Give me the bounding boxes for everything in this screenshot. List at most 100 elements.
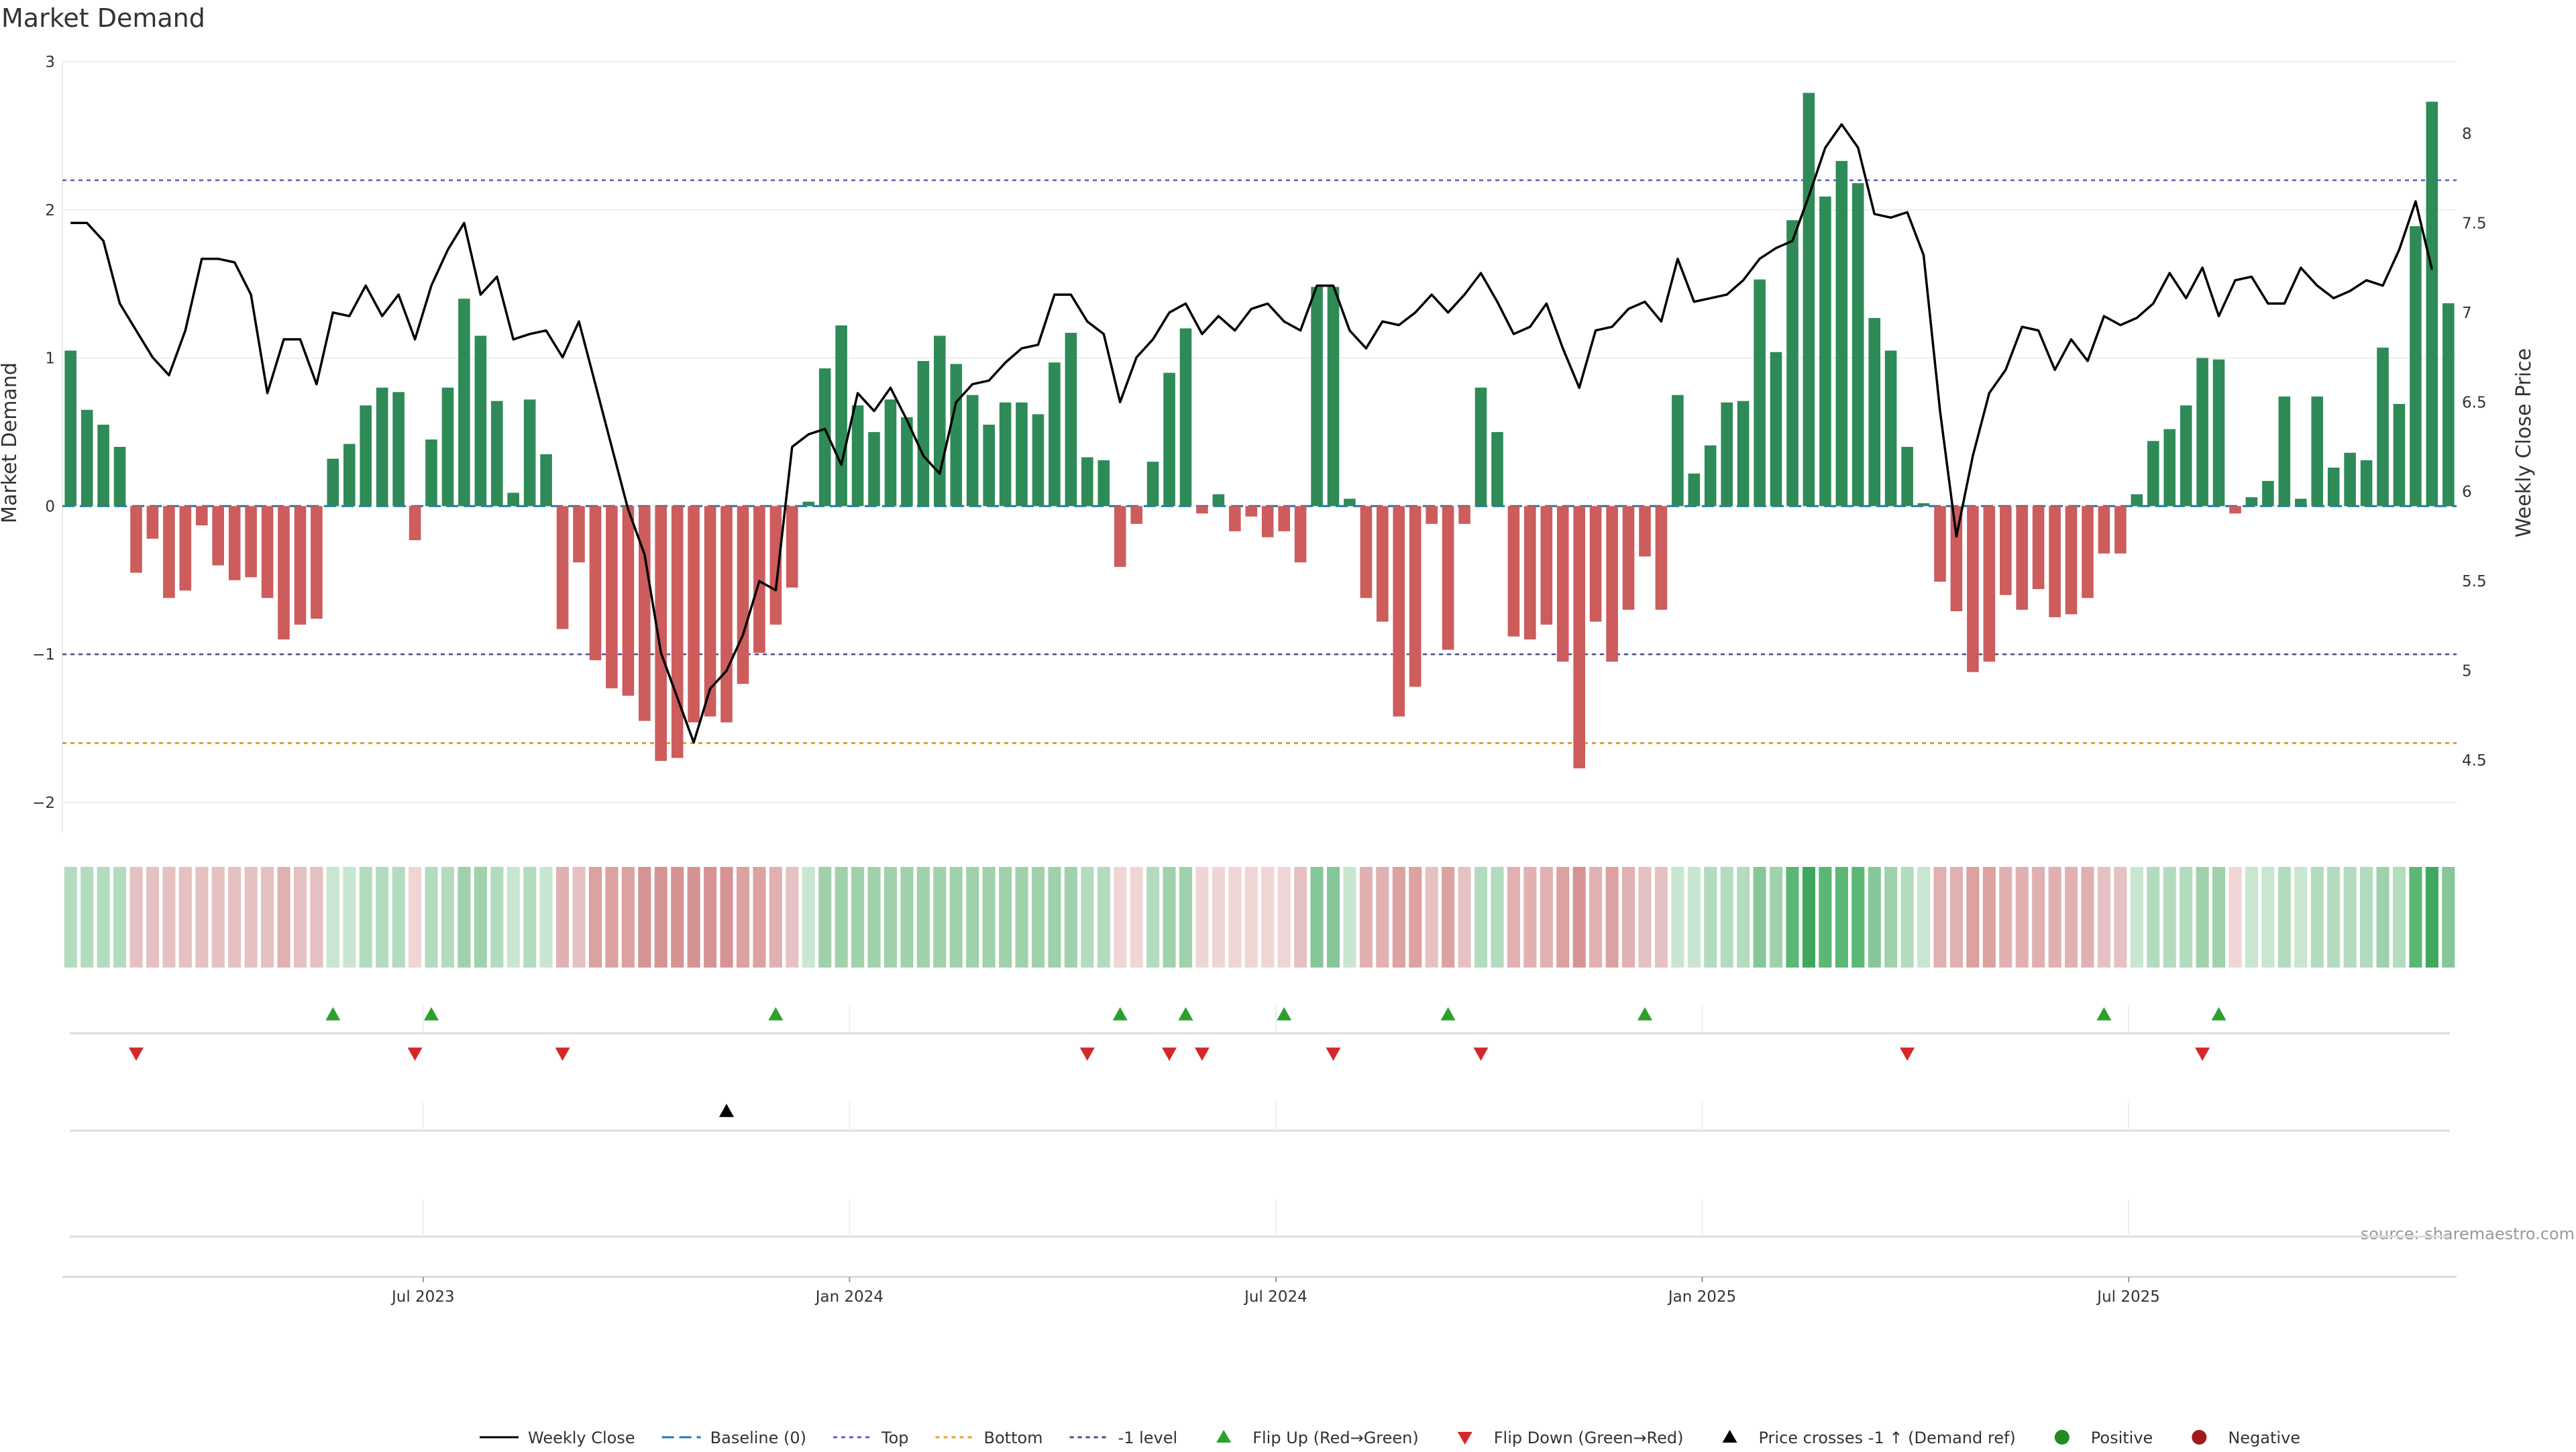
negative-demand-bar: [1983, 506, 1996, 662]
intensity-cell: [1966, 867, 1980, 968]
intensity-cell: [818, 867, 832, 968]
demand-bars: [64, 93, 2455, 769]
negative-demand-bar: [179, 506, 192, 591]
intensity-cell: [1835, 867, 1848, 968]
price-cross-marker: [719, 1104, 735, 1117]
flip-up-marker: [1440, 1007, 1456, 1021]
negative-demand-bar: [2049, 506, 2061, 617]
intensity-cell: [1868, 867, 1881, 968]
intensity-cell: [359, 867, 372, 968]
intensity-cell: [2081, 867, 2094, 968]
intensity-cell: [2442, 867, 2455, 968]
positive-demand-bar: [2245, 497, 2258, 507]
negative-demand-bar: [1606, 506, 1618, 662]
intensity-cell: [1228, 867, 1242, 968]
intensity-cell: [1179, 867, 1193, 968]
positive-demand-bar: [491, 401, 503, 507]
positive-demand-bar: [2393, 404, 2406, 507]
flip-down-marker: [1079, 1047, 1095, 1061]
intensity-cell: [277, 867, 290, 968]
intensity-cell: [2327, 867, 2341, 968]
intensity-cell: [228, 867, 241, 968]
intensity-cell: [1294, 867, 1307, 968]
intensity-cell: [2360, 867, 2373, 968]
negative-demand-bar: [589, 506, 602, 660]
positive-demand-bar: [474, 335, 487, 507]
positive-demand-bar: [2147, 441, 2159, 507]
positive-demand-bar: [1081, 457, 1093, 507]
y2-tick-label: 7: [2462, 305, 2472, 322]
positive-demand-bar: [1737, 401, 1750, 507]
flip-down-marker: [1162, 1047, 1177, 1061]
positive-demand-bar: [2278, 396, 2291, 507]
negative-demand-bar: [146, 506, 159, 539]
positive-demand-bar: [1179, 328, 1192, 507]
negative-demand-bar: [688, 506, 700, 723]
negative-demand-bar: [228, 506, 241, 580]
intensity-cell: [1786, 867, 1799, 968]
y-tick-label: 2: [45, 202, 55, 219]
legend-label: Baseline (0): [710, 1429, 806, 1447]
negative-demand-bar: [769, 506, 782, 625]
intensity-cell: [1638, 867, 1652, 968]
intensity-cell: [1425, 867, 1438, 968]
negative-demand-bar: [2114, 506, 2127, 554]
positive-demand-bar: [523, 399, 536, 507]
positive-demand-bar: [425, 439, 437, 507]
positive-demand-bar: [2262, 480, 2274, 507]
y-tick-label: −2: [32, 794, 55, 812]
positive-demand-bar: [835, 325, 847, 507]
negative-demand-bar: [1130, 506, 1142, 524]
y-tick-label: −1: [32, 646, 55, 664]
positive-demand-bar: [802, 501, 815, 507]
intensity-cell: [146, 867, 159, 968]
legend-label: Weekly Close: [528, 1429, 635, 1447]
intensity-cell: [1933, 867, 1947, 968]
intensity-cell: [1015, 867, 1028, 968]
negative-demand-bar: [130, 506, 142, 573]
negative-demand-bar: [1639, 506, 1651, 557]
positive-demand-bar: [327, 458, 339, 507]
legend-label: -1 level: [1118, 1429, 1178, 1447]
positive-demand-bar: [376, 387, 388, 507]
signal-markers: [129, 1007, 2226, 1117]
intensity-cell: [1277, 867, 1291, 968]
legend-label: Positive: [2091, 1429, 2153, 1447]
negative-demand-bar: [704, 506, 716, 717]
intensity-cell: [1884, 867, 1898, 968]
intensity-cell: [1572, 867, 1586, 968]
positive-demand-bar: [1803, 93, 1815, 507]
negative-demand-bar: [639, 506, 651, 721]
intensity-cell: [753, 867, 766, 968]
intensity-cell: [64, 867, 77, 968]
positive-demand-bar: [818, 368, 831, 507]
intensity-cell: [129, 867, 143, 968]
intensity-cell: [1359, 867, 1373, 968]
positive-demand-bar: [1049, 362, 1061, 507]
intensity-cell: [999, 867, 1012, 968]
positive-demand-bar: [1786, 220, 1799, 507]
negative-demand-bar: [1622, 506, 1635, 610]
negative-demand-bar: [2000, 506, 2012, 595]
weekly-close-line: [70, 123, 2434, 744]
x-tick-label: Jul 2024: [1243, 1288, 1307, 1306]
negative-demand-bar: [655, 506, 667, 761]
positive-demand-bar: [441, 387, 454, 507]
y2-tick-label: 4.5: [2462, 752, 2487, 770]
legend-key-positive: [2054, 1430, 2070, 1445]
flip-down-marker: [407, 1047, 423, 1061]
negative-demand-bar: [556, 506, 569, 629]
flip-down-marker: [1473, 1047, 1489, 1061]
positive-demand-bar: [2443, 303, 2455, 507]
positive-demand-bar: [1917, 503, 1930, 507]
positive-demand-bar: [1770, 352, 1782, 507]
flip-down-marker: [1900, 1047, 1915, 1061]
intensity-cell: [1982, 867, 1996, 968]
weekly-close-line-group: [70, 123, 2434, 744]
negative-demand-bar: [163, 506, 175, 599]
intensity-cell: [376, 867, 389, 968]
intensity-cell: [523, 867, 537, 968]
legend-label: Top: [881, 1429, 909, 1447]
intensity-cell: [244, 867, 258, 968]
negative-demand-bar: [245, 506, 257, 578]
